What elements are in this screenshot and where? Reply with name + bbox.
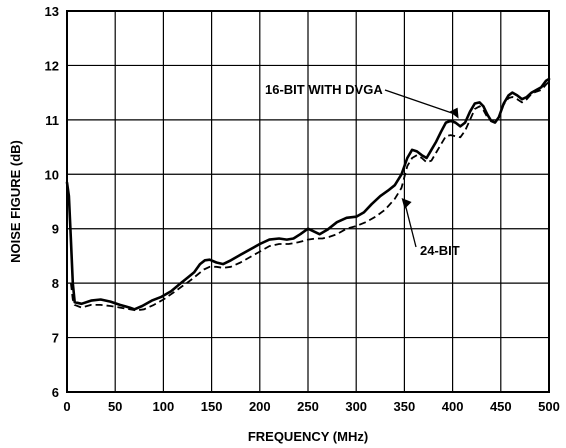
y-tick-label: 11 <box>45 113 59 128</box>
plot-frame <box>66 10 550 393</box>
y-tick-label: 8 <box>52 276 59 291</box>
x-tick-label: 50 <box>108 399 122 414</box>
x-tick-label: 100 <box>153 399 175 414</box>
x-tick-label: 400 <box>442 399 464 414</box>
x-axis-tick-labels: 0 50 100 150 200 250 300 350 400 450 500 <box>63 399 559 414</box>
x-tick-label: 0 <box>63 399 70 414</box>
y-tick-label: 13 <box>45 4 59 19</box>
x-tick-label: 200 <box>249 399 271 414</box>
y-tick-label: 7 <box>52 331 59 346</box>
x-tick-label: 450 <box>490 399 512 414</box>
x-tick-label: 300 <box>345 399 367 414</box>
arrowhead-24-bit <box>401 198 412 210</box>
series-line-24-bit <box>70 81 550 312</box>
arrowhead-16-bit-with-dvga <box>449 107 459 119</box>
y-tick-label: 6 <box>52 385 59 400</box>
x-tick-label: 500 <box>538 399 560 414</box>
leader-24-bit <box>403 201 417 248</box>
y-axis-tick-labels: 6 7 8 9 10 11 12 13 <box>45 4 59 400</box>
x-tick-label: 150 <box>201 399 223 414</box>
x-tick-label: 250 <box>297 399 319 414</box>
y-axis-title: NOISE FIGURE (dB) <box>8 140 23 263</box>
series-layer <box>65 77 551 312</box>
annotations: 16-BIT WITH DVGA 24-BIT <box>265 82 460 258</box>
y-tick-label: 9 <box>52 222 59 237</box>
leader-16-bit-with-dvga <box>384 89 457 116</box>
y-tick-label: 12 <box>45 58 59 73</box>
y-tick-label: 10 <box>45 167 59 182</box>
annotation-24-bit: 24-BIT <box>420 243 460 258</box>
x-axis-title: FREQUENCY (MHz) <box>248 429 368 444</box>
grid <box>66 10 550 393</box>
x-tick-label: 350 <box>394 399 416 414</box>
annotation-16-bit-with-dvga: 16-BIT WITH DVGA <box>265 82 383 97</box>
